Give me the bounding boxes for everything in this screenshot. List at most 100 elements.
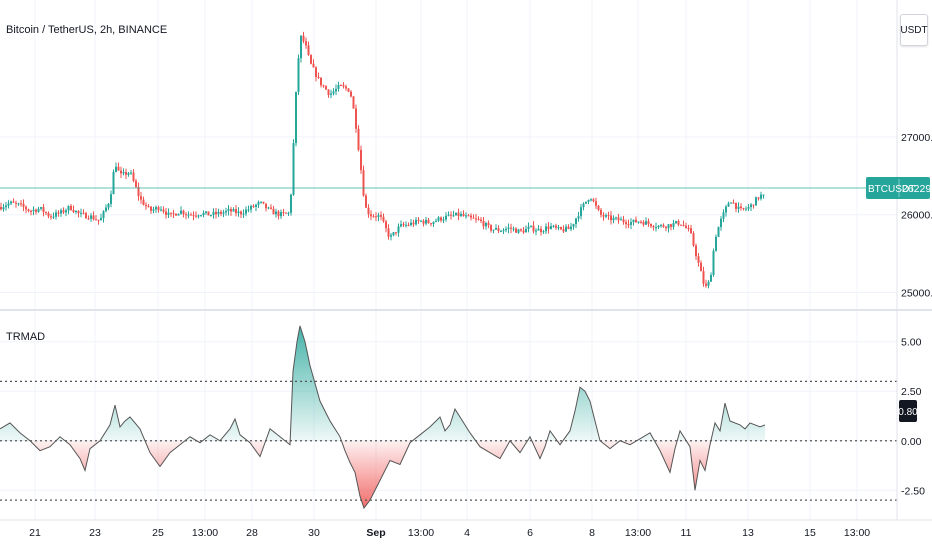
candle <box>605 213 607 219</box>
indicator-line <box>0 325 766 510</box>
candle <box>485 221 487 230</box>
candle <box>182 209 185 218</box>
candle <box>550 222 552 230</box>
candle <box>267 206 270 210</box>
candle <box>215 207 217 219</box>
candle <box>372 214 375 218</box>
candle <box>137 182 140 201</box>
candle <box>387 224 390 240</box>
candle <box>637 221 640 224</box>
candle <box>627 219 630 228</box>
candle <box>667 224 670 233</box>
candle <box>727 201 730 207</box>
candle <box>105 204 107 213</box>
candle <box>670 223 672 231</box>
candle <box>647 218 650 227</box>
candle <box>697 253 700 267</box>
candle <box>522 227 525 234</box>
candle <box>352 95 355 109</box>
candle <box>692 231 695 247</box>
candle <box>160 206 162 212</box>
candle <box>192 211 195 221</box>
candle <box>47 211 50 219</box>
candle <box>395 232 397 236</box>
candle <box>425 216 427 226</box>
candle <box>200 214 202 217</box>
candle <box>255 203 257 212</box>
candle <box>102 210 105 223</box>
candle <box>75 210 77 215</box>
candle <box>512 226 515 232</box>
candle <box>280 209 282 219</box>
candle <box>535 228 537 236</box>
candle <box>22 199 25 212</box>
candle <box>717 226 720 237</box>
candle <box>675 220 677 225</box>
time-axis-tick: 15 <box>804 527 816 539</box>
candle <box>82 209 85 215</box>
candle <box>20 200 22 207</box>
candle <box>100 213 102 221</box>
candle <box>447 211 450 217</box>
candle <box>610 210 612 225</box>
candle <box>597 204 600 212</box>
candle <box>467 213 470 217</box>
candle <box>50 213 52 220</box>
candle <box>265 203 267 212</box>
candle <box>70 203 72 211</box>
candle <box>630 218 632 230</box>
candle <box>240 210 242 219</box>
candle <box>310 54 312 65</box>
candle <box>450 211 452 220</box>
time-axis-tick: 4 <box>464 527 470 539</box>
candle <box>585 201 587 205</box>
candle <box>262 201 265 205</box>
candle <box>347 88 350 93</box>
candle <box>355 104 357 133</box>
candle <box>80 208 82 218</box>
candle <box>620 216 622 221</box>
candle <box>135 178 137 188</box>
candle <box>572 223 575 230</box>
candle <box>442 216 445 224</box>
candle <box>590 198 592 202</box>
candle <box>315 66 317 82</box>
candle <box>735 202 737 213</box>
candle <box>360 145 362 174</box>
candle <box>205 211 207 215</box>
candle <box>515 227 517 233</box>
currency-unit-button[interactable]: USDT <box>900 14 928 46</box>
candle <box>407 222 410 227</box>
candle <box>382 213 385 223</box>
candle <box>702 266 705 287</box>
candle <box>617 213 620 224</box>
candle <box>337 81 340 92</box>
candle <box>172 209 175 219</box>
candle <box>147 203 150 208</box>
candle <box>317 72 320 79</box>
candle <box>420 219 422 222</box>
candle <box>602 212 605 221</box>
candle <box>115 162 117 173</box>
candle <box>665 225 667 232</box>
candle <box>660 223 662 228</box>
candle <box>615 216 617 221</box>
candle <box>127 171 130 177</box>
price-pane <box>0 31 765 289</box>
currency-unit-label: USDT <box>900 24 928 36</box>
candle <box>732 199 735 204</box>
candle <box>190 212 192 216</box>
candle <box>695 243 697 260</box>
candle <box>680 224 682 226</box>
candle <box>245 206 247 217</box>
candle <box>320 77 322 88</box>
candle <box>745 206 747 212</box>
candle <box>710 272 712 282</box>
candle <box>225 207 227 216</box>
candle <box>162 206 165 214</box>
candle <box>227 205 230 216</box>
indicator-value-tag-text: 0.80 <box>898 407 918 418</box>
time-axis: 21 23 25 13:00 28 30 Sep 13:00 4 6 8 13:00 11 13 15 13:… <box>29 527 870 539</box>
candle <box>362 165 365 197</box>
